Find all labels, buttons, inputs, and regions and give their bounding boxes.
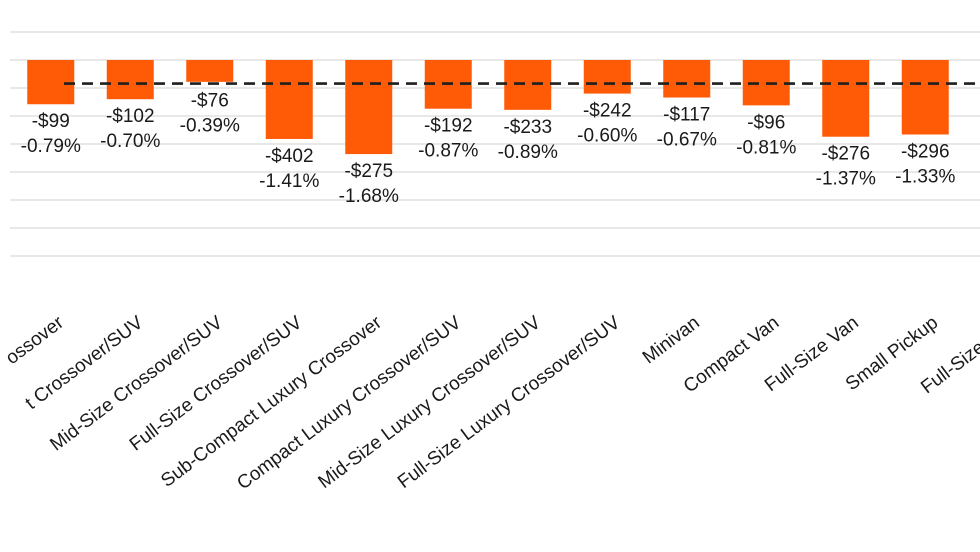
percent-label: -1.41% <box>259 171 319 192</box>
dollar-label: -$76 <box>191 91 229 112</box>
dollar-label: -$192 <box>424 116 473 137</box>
bar <box>901 60 949 135</box>
dollar-label: -$296 <box>901 141 950 162</box>
bar <box>822 60 870 137</box>
dollar-label: -$402 <box>265 146 314 167</box>
dollar-label: -$276 <box>821 144 870 165</box>
bar <box>345 60 393 155</box>
category-tick-label: ossover <box>2 312 68 369</box>
dollar-label: -$102 <box>106 106 155 127</box>
dollar-label: -$233 <box>503 117 552 138</box>
dollar-label: -$96 <box>747 112 785 133</box>
percent-label: -0.70% <box>100 131 160 152</box>
bar <box>186 60 234 82</box>
data-labels: -$99 -0.79% -$102 -0.70% -$76 -0.39% -$402 -1.4… <box>21 91 956 208</box>
bar <box>663 60 711 98</box>
percent-label: -0.79% <box>21 136 81 157</box>
percent-label: -0.89% <box>498 142 558 163</box>
dollar-label: -$242 <box>583 101 632 122</box>
bar <box>27 60 75 105</box>
percent-label: -0.67% <box>657 130 717 151</box>
percent-label: -0.87% <box>418 141 478 162</box>
percent-label: -0.60% <box>577 126 637 147</box>
bar <box>106 60 154 100</box>
bar <box>504 60 552 110</box>
dollar-label: -$275 <box>344 161 393 182</box>
gridlines <box>10 31 980 257</box>
percent-label: -1.68% <box>339 186 399 207</box>
dollar-label: -$99 <box>32 111 70 132</box>
bars <box>27 60 949 155</box>
bar <box>583 60 631 94</box>
percent-label: -0.81% <box>736 137 796 158</box>
category-tick-label: Minivan <box>639 312 704 368</box>
dollar-label: -$117 <box>663 105 710 126</box>
percent-label: -1.33% <box>895 166 955 187</box>
bar <box>265 60 313 139</box>
percent-label: -1.37% <box>816 169 876 190</box>
percent-label: -0.39% <box>180 116 240 137</box>
